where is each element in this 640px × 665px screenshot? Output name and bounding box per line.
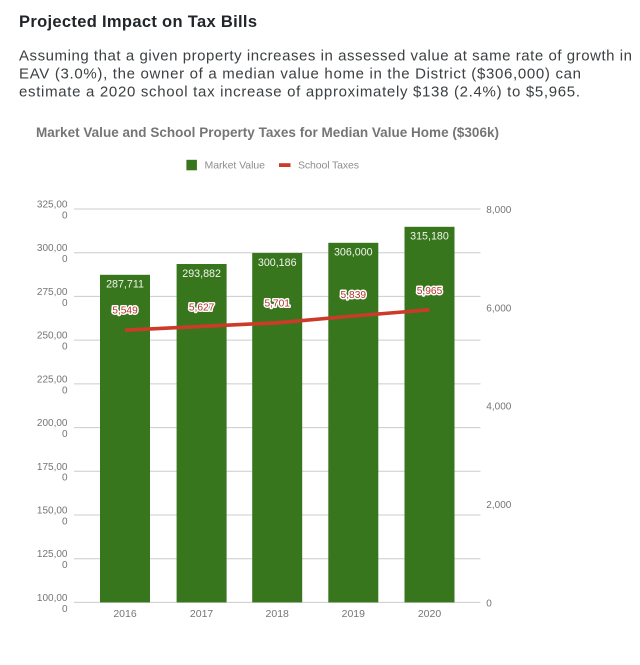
svg-text:150,00: 150,00	[37, 506, 68, 517]
svg-text:0: 0	[62, 473, 68, 484]
svg-text:0: 0	[62, 210, 68, 221]
svg-text:315,180: 315,180	[410, 231, 449, 243]
svg-text:2020: 2020	[418, 608, 442, 620]
svg-text:0: 0	[62, 298, 68, 309]
svg-text:100,00: 100,00	[37, 593, 68, 604]
svg-text:306,000: 306,000	[334, 247, 373, 259]
svg-text:0: 0	[62, 516, 68, 527]
svg-text:School Taxes: School Taxes	[298, 160, 359, 172]
svg-text:5,701: 5,701	[264, 299, 290, 310]
svg-text:0: 0	[62, 604, 68, 615]
svg-text:EAV (3.0%), the owner of a med: EAV (3.0%), the owner of a median value …	[19, 66, 581, 83]
svg-text:Market Value: Market Value	[205, 160, 266, 172]
svg-text:125,00: 125,00	[37, 549, 68, 560]
svg-text:0: 0	[62, 560, 68, 571]
svg-text:Assuming that a given property: Assuming that a given property increases…	[19, 48, 632, 65]
svg-text:287,711: 287,711	[106, 279, 144, 291]
svg-text:175,00: 175,00	[37, 462, 68, 473]
svg-text:293,882: 293,882	[182, 268, 221, 280]
svg-text:300,00: 300,00	[37, 243, 68, 254]
svg-text:4,000: 4,000	[486, 402, 511, 413]
svg-text:5,549: 5,549	[112, 306, 138, 317]
svg-text:275,00: 275,00	[37, 287, 68, 298]
svg-text:250,00: 250,00	[37, 331, 68, 342]
svg-text:325,00: 325,00	[37, 200, 68, 211]
svg-text:2,000: 2,000	[486, 500, 511, 511]
svg-text:200,00: 200,00	[37, 418, 68, 429]
svg-text:2018: 2018	[266, 608, 290, 620]
svg-text:estimate a 2020 school tax inc: estimate a 2020 school tax increase of a…	[19, 84, 580, 101]
svg-text:Market Value and School Proper: Market Value and School Property Taxes f…	[36, 125, 499, 140]
svg-text:5,839: 5,839	[341, 290, 367, 301]
svg-text:2019: 2019	[342, 608, 366, 620]
svg-text:300,186: 300,186	[258, 257, 297, 269]
svg-text:0: 0	[62, 385, 68, 396]
svg-text:0: 0	[62, 342, 68, 353]
svg-text:2016: 2016	[113, 608, 137, 620]
svg-text:225,00: 225,00	[37, 374, 68, 385]
svg-text:2017: 2017	[190, 608, 214, 620]
svg-text:8,000: 8,000	[486, 205, 511, 216]
svg-text:0: 0	[486, 598, 492, 609]
svg-text:5,627: 5,627	[189, 303, 215, 314]
svg-text:0: 0	[62, 429, 68, 440]
svg-text:Projected Impact on Tax Bills: Projected Impact on Tax Bills	[19, 13, 257, 31]
svg-text:6,000: 6,000	[486, 303, 511, 314]
svg-text:5,965: 5,965	[417, 286, 443, 297]
svg-text:0: 0	[62, 254, 68, 265]
